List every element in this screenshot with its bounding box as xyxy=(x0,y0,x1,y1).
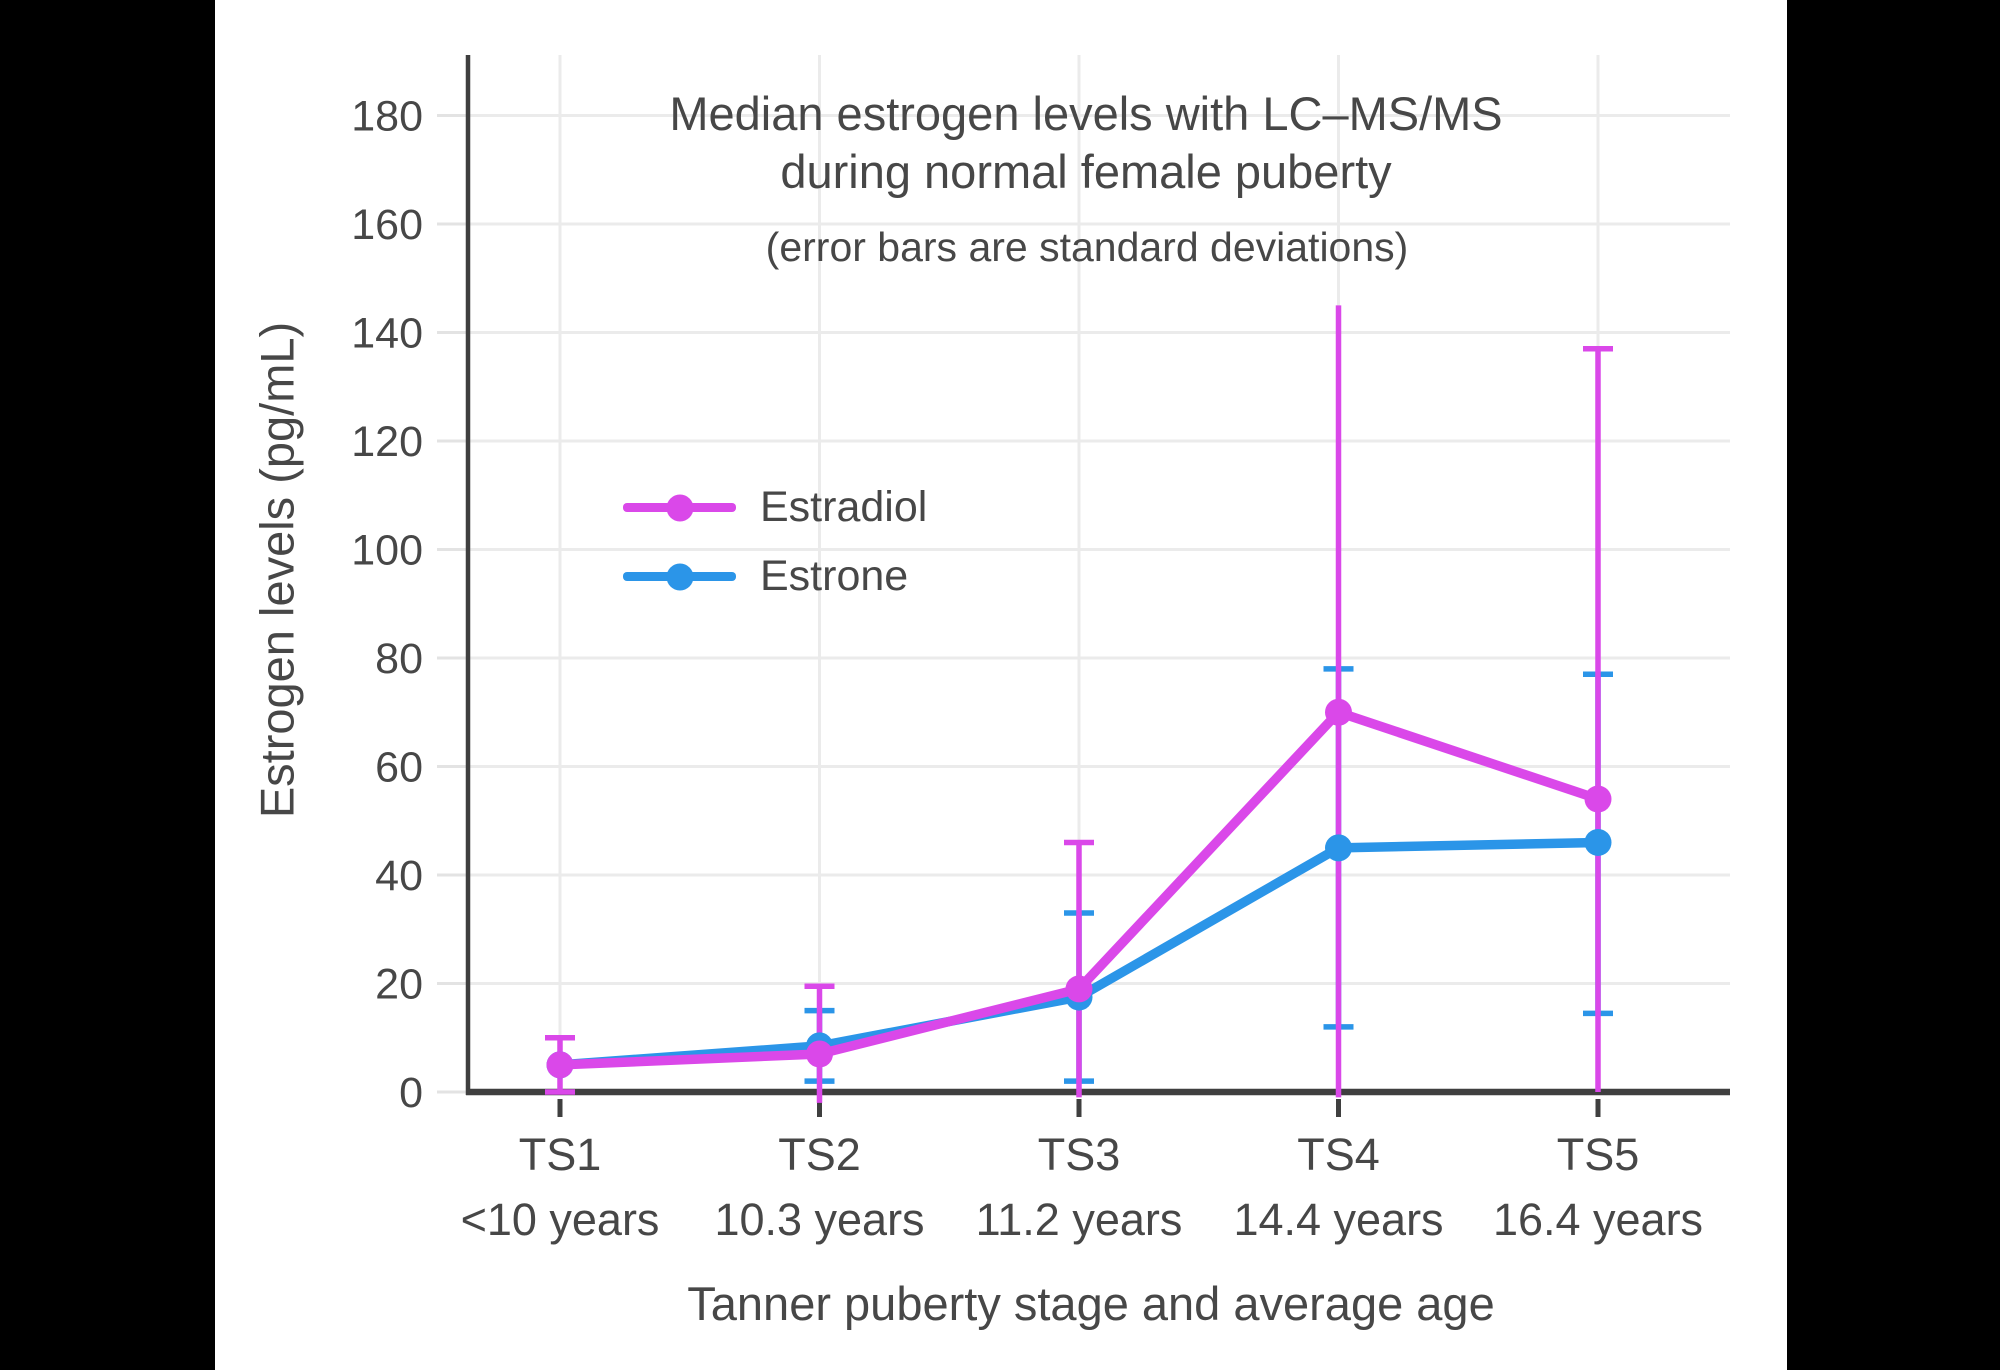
estradiol-marker-icon xyxy=(666,494,693,521)
y-tick-label-180: 180 xyxy=(351,93,423,141)
x-age-label-TS2: 10.3 years xyxy=(714,1194,924,1245)
estradiol-data-point-TS3 xyxy=(1065,975,1093,1003)
y-axis-title: Estrogen levels (pg/mL) xyxy=(250,321,304,819)
estradiol-line-swatch xyxy=(623,494,736,521)
x-stage-label-TS4: TS4 xyxy=(1297,1129,1380,1180)
y-tick-label-40: 40 xyxy=(375,852,423,900)
chart-canvas: 0 20 40 60 80 100 120 140 160 180 TS1 TS2 TS3 TS4 TS5 <… xyxy=(215,0,1787,1370)
legend-label-estradiol: Estradiol xyxy=(760,483,928,531)
estradiol-data-point-TS1 xyxy=(546,1051,574,1079)
plot-area: 0 20 40 60 80 100 120 140 160 180 TS1 TS2 TS3 TS4 TS5 <… xyxy=(351,55,1730,1245)
chart-subtitle: (error bars are standard deviations) xyxy=(765,224,1409,270)
estrone-line-swatch xyxy=(623,563,736,590)
x-age-label-TS3: 11.2 years xyxy=(976,1194,1183,1245)
legend-item-estrone: Estrone xyxy=(623,555,927,598)
y-tick-label-60: 60 xyxy=(375,744,423,792)
y-tick-label-80: 80 xyxy=(375,635,423,683)
y-tick-label-0: 0 xyxy=(399,1069,423,1117)
x-stage-label-TS3: TS3 xyxy=(1038,1129,1121,1180)
legend: Estradiol Estrone xyxy=(623,486,927,598)
y-tick-label-100: 100 xyxy=(351,527,423,575)
y-tick-label-160: 160 xyxy=(351,201,423,249)
x-stage-label-TS1: TS1 xyxy=(519,1129,602,1180)
x-stage-label-TS2: TS2 xyxy=(778,1129,861,1180)
chart-title-line2: during normal female puberty xyxy=(780,145,1392,198)
x-age-label-TS5: 16.4 years xyxy=(1493,1194,1703,1245)
x-age-label-TS4: 14.4 years xyxy=(1233,1194,1443,1245)
estradiol-data-point-TS2 xyxy=(806,1040,833,1068)
x-axis-title: Tanner puberty stage and average age xyxy=(687,1277,1495,1330)
y-tick-label-20: 20 xyxy=(375,961,423,1009)
chart-title-line1: Median estrogen levels with LC–MS/MS xyxy=(669,87,1503,140)
estrone-data-point-TS4 xyxy=(1325,834,1352,862)
estradiol-data-point-TS4 xyxy=(1325,698,1352,726)
x-age-label-TS1: <10 years xyxy=(461,1194,660,1245)
y-tick-label-120: 120 xyxy=(351,418,423,466)
legend-item-estradiol: Estradiol xyxy=(623,486,927,529)
x-stage-label-TS5: TS5 xyxy=(1557,1129,1640,1180)
estradiol-data-point-TS5 xyxy=(1584,785,1612,813)
estrone-data-point-TS5 xyxy=(1584,828,1612,856)
legend-label-estrone: Estrone xyxy=(760,552,909,600)
y-tick-label-140: 140 xyxy=(351,310,423,358)
estrone-marker-icon xyxy=(666,563,693,590)
